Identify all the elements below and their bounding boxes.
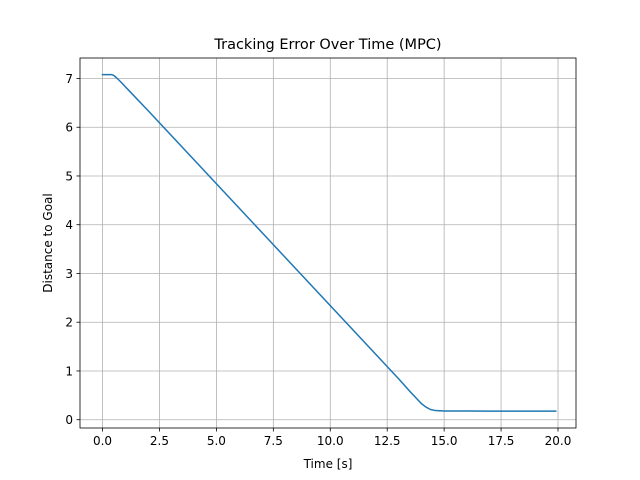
y-tick-label: 0 — [65, 413, 73, 427]
y-tick-label: 2 — [65, 316, 73, 330]
chart-title: Tracking Error Over Time (MPC) — [213, 37, 441, 53]
plot-background — [80, 58, 576, 428]
y-tick-label: 3 — [65, 267, 73, 281]
x-tick-label: 0.0 — [93, 434, 112, 448]
y-axis-title: Distance to Goal — [41, 193, 55, 292]
x-gridlines — [102, 58, 559, 428]
series-layer — [101, 73, 557, 412]
x-tick-label: 12.5 — [374, 434, 401, 448]
y-tick-label: 4 — [65, 218, 73, 232]
series-line — [101, 73, 557, 412]
x-tick-label: 15.0 — [431, 434, 458, 448]
y-tick-label: 1 — [65, 364, 73, 378]
x-tick-label: 10.0 — [317, 434, 344, 448]
x-tick-label: 17.5 — [488, 434, 515, 448]
y-tick-label: 6 — [65, 121, 73, 135]
y-axis-ticks: 0 1 2 3 4 5 6 7 — [65, 72, 80, 427]
x-tick-label: 20.0 — [545, 434, 572, 448]
x-axis-title: Time [s] — [303, 457, 353, 471]
x-tick-label: 5.0 — [207, 434, 226, 448]
y-tick-label: 5 — [65, 169, 73, 183]
x-tick-label: 7.5 — [264, 434, 283, 448]
y-tick-label: 7 — [65, 72, 73, 86]
x-axis-ticks: 0.0 2.5 5.0 7.5 10.0 12.5 15.0 17.5 20.0 — [93, 428, 571, 448]
plot-frame — [79, 57, 577, 429]
x-tick-label: 2.5 — [150, 434, 169, 448]
